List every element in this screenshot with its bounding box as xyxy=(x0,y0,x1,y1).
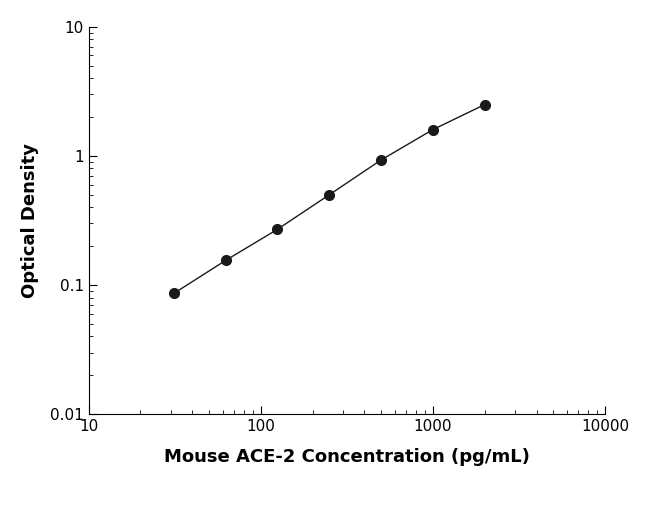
Y-axis label: Optical Density: Optical Density xyxy=(21,143,39,298)
X-axis label: Mouse ACE-2 Concentration (pg/mL): Mouse ACE-2 Concentration (pg/mL) xyxy=(164,448,530,466)
